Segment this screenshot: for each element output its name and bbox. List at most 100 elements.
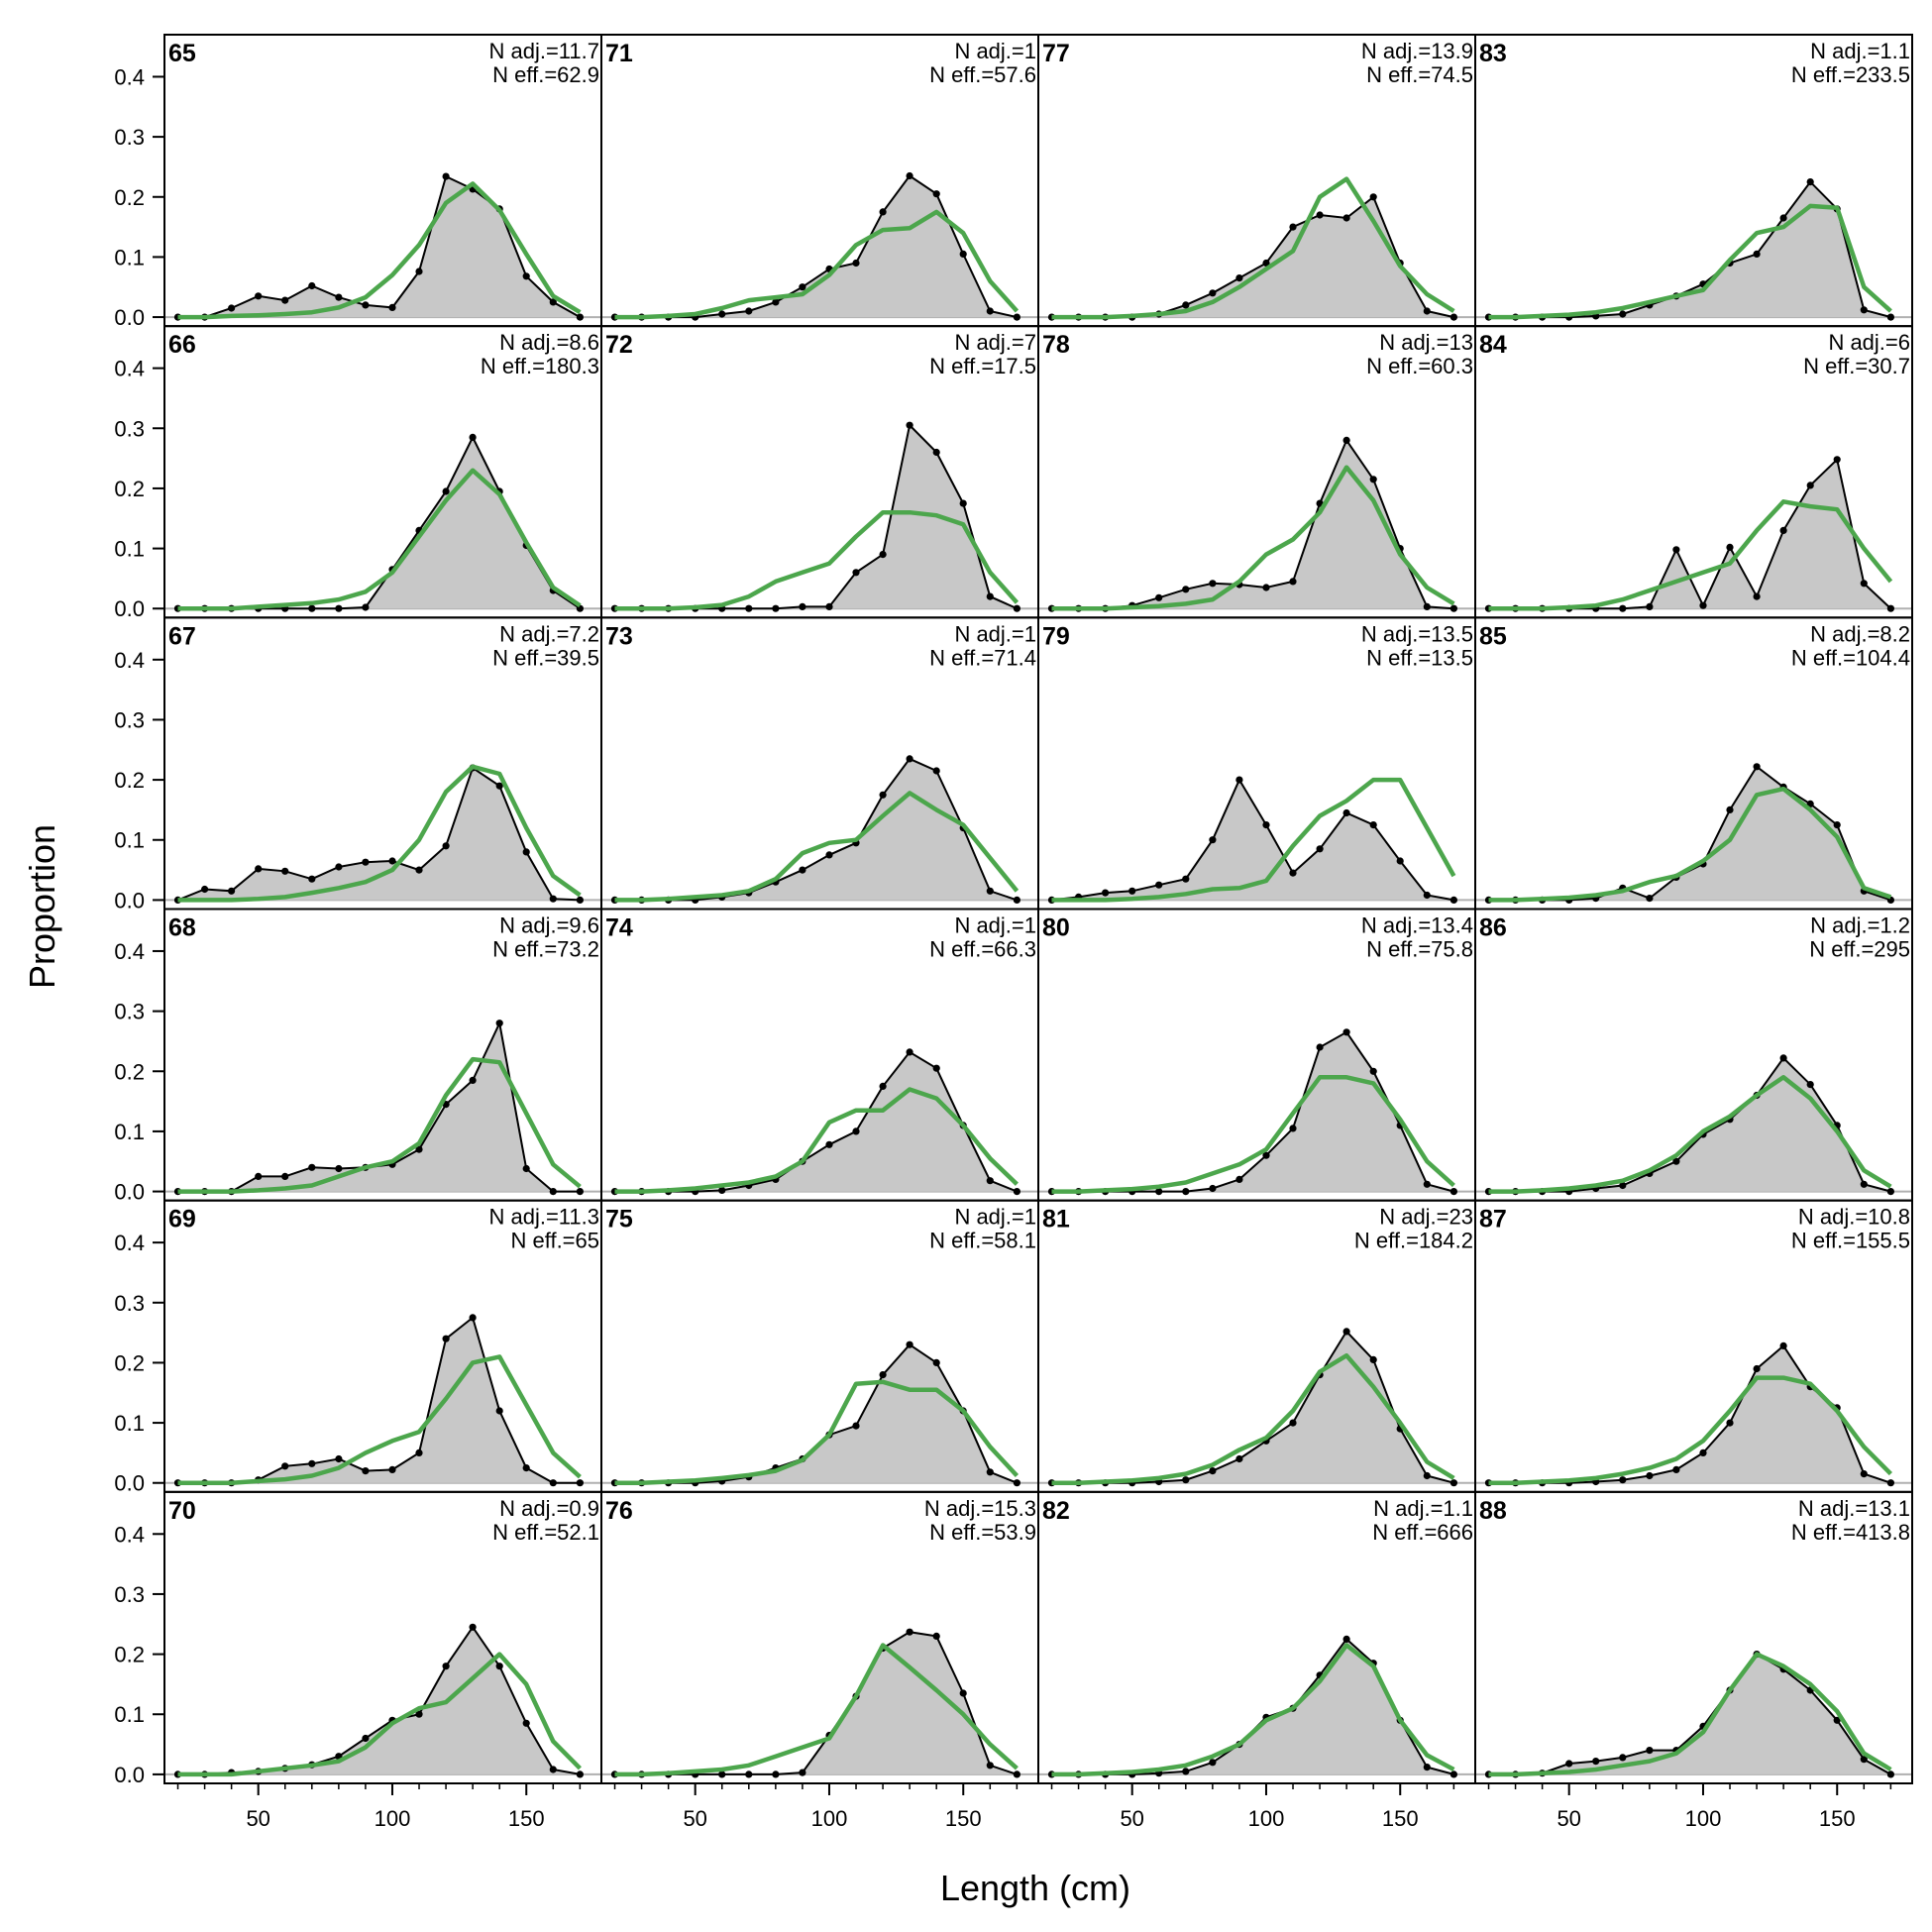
observed-point xyxy=(549,1479,557,1487)
observed-point xyxy=(1209,289,1217,297)
observed-point xyxy=(879,791,887,799)
observed-point xyxy=(959,499,967,507)
observed-point xyxy=(1316,211,1324,219)
observed-area xyxy=(1051,780,1454,901)
observed-point xyxy=(469,433,477,441)
n-adj-label: N adj.=8.2 xyxy=(1810,621,1910,646)
observed-point xyxy=(1262,584,1270,591)
observed-point xyxy=(1753,592,1761,600)
observed-point xyxy=(906,1048,913,1056)
panel-id-label: 73 xyxy=(605,622,633,650)
panel-id-label: 84 xyxy=(1479,331,1507,359)
n-eff-label: N eff.=17.5 xyxy=(929,354,1036,378)
observed-point xyxy=(932,448,940,457)
observed-line xyxy=(177,766,581,902)
y-tick-label: 0.2 xyxy=(114,1643,145,1667)
observed-point xyxy=(1342,1635,1350,1643)
x-tick-label: 150 xyxy=(945,1806,982,1831)
observed-point xyxy=(986,1762,994,1770)
observed-point xyxy=(1619,310,1627,318)
observed-point xyxy=(986,307,994,315)
n-eff-label: N eff.=65 xyxy=(511,1229,600,1253)
observed-point xyxy=(959,250,967,258)
panel-85: 85 N adj.=8.2N eff.=104.4 xyxy=(1474,616,1913,911)
panel-id-label: 68 xyxy=(168,914,196,942)
observed-point xyxy=(932,1358,940,1366)
observed-point xyxy=(932,1632,940,1640)
y-tick-label: 0.1 xyxy=(114,537,145,562)
expected-line xyxy=(614,209,1020,320)
observed-point xyxy=(772,604,780,612)
observed-point xyxy=(852,1422,860,1430)
observed-point xyxy=(1342,1028,1350,1036)
observed-point xyxy=(308,281,316,290)
observed-point xyxy=(1182,301,1190,309)
n-adj-label: N adj.=9.6 xyxy=(499,913,599,938)
observed-point xyxy=(879,208,887,216)
n-eff-label: N eff.=295 xyxy=(1809,937,1910,962)
observed-point xyxy=(1860,306,1868,314)
observed-point xyxy=(799,866,806,874)
n-adj-label: N adj.=11.7 xyxy=(488,39,599,63)
observed-point xyxy=(1860,1180,1868,1188)
expected-line xyxy=(1488,1075,1892,1194)
y-tick-label: 0.2 xyxy=(114,477,145,501)
observed-point xyxy=(1423,602,1431,611)
observed-point xyxy=(308,1459,316,1467)
expected-line xyxy=(1051,777,1456,903)
x-tick-label: 50 xyxy=(1120,1806,1143,1831)
observed-point xyxy=(799,1769,806,1776)
n-adj-label: N adj.=7 xyxy=(954,330,1036,355)
observed-point xyxy=(308,1163,316,1171)
n-eff-label: N eff.=74.5 xyxy=(1366,62,1473,87)
observed-point xyxy=(1289,869,1297,877)
observed-point xyxy=(495,1020,503,1027)
expected-line xyxy=(614,509,1020,611)
observed-area xyxy=(614,1632,1018,1774)
observed-point xyxy=(308,604,316,612)
n-adj-label: N adj.=1 xyxy=(954,621,1036,646)
panel-id-label: 67 xyxy=(168,622,196,650)
panel-id-label: 82 xyxy=(1042,1497,1070,1525)
observed-point xyxy=(576,1188,585,1196)
observed-point xyxy=(1423,1471,1431,1480)
expected-line xyxy=(1051,1352,1455,1485)
expected-line xyxy=(1051,176,1455,320)
observed-point xyxy=(1449,313,1457,321)
observed-point xyxy=(1833,821,1841,829)
observed-point xyxy=(1886,604,1894,612)
observed-point xyxy=(442,842,450,850)
observed-point xyxy=(255,865,263,873)
axes-layer: 0.0 0.1 0.2 0.3 0.4 0.0 0.1 0.2 0.3 0.4 0.0 0.1 0.2 0… xyxy=(114,64,1892,1831)
n-adj-label: N adj.=13 xyxy=(1379,330,1473,355)
observed-point xyxy=(1699,1449,1707,1456)
observed-point xyxy=(986,1177,994,1185)
y-tick-label: 0.4 xyxy=(114,1231,145,1255)
observed-line xyxy=(1488,1653,1891,1775)
observed-point xyxy=(442,1335,450,1342)
observed-point xyxy=(986,1468,994,1476)
observed-point xyxy=(1886,1771,1894,1778)
panel-id-label: 74 xyxy=(605,914,633,942)
panel-76: 76 N adj.=15.3N eff.=53.9 xyxy=(600,1490,1039,1785)
observed-point xyxy=(745,604,753,612)
expected-line xyxy=(1051,1643,1455,1777)
observed-line xyxy=(1051,777,1454,902)
observed-point xyxy=(1672,546,1680,554)
y-tick-label: 0.2 xyxy=(114,768,145,793)
panel-78: 78 N adj.=13N eff.=60.3 xyxy=(1037,325,1476,619)
observed-point xyxy=(1726,1419,1734,1427)
observed-point xyxy=(852,569,860,577)
observed-point xyxy=(772,298,780,306)
observed-point xyxy=(825,602,833,611)
expected-line xyxy=(614,1379,1020,1485)
panel-73: 73 N adj.=1N eff.=71.4 xyxy=(600,616,1039,911)
x-tick-label: 100 xyxy=(811,1806,848,1831)
y-tick-label: 0.0 xyxy=(114,596,145,621)
observed-area xyxy=(614,1344,1018,1483)
observed-point xyxy=(228,304,236,312)
panel-id-label: 81 xyxy=(1042,1206,1070,1234)
observed-point xyxy=(469,1076,477,1084)
observed-point xyxy=(1396,857,1404,865)
